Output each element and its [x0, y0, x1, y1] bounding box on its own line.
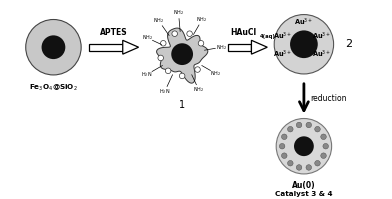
Circle shape [42, 35, 65, 59]
Text: reduction: reduction [310, 94, 347, 103]
Circle shape [276, 118, 332, 174]
Text: NH$_2$: NH$_2$ [193, 86, 204, 95]
Circle shape [315, 126, 320, 132]
Text: NH$_2$: NH$_2$ [173, 8, 184, 17]
Circle shape [172, 31, 178, 36]
Circle shape [296, 122, 302, 128]
Circle shape [171, 43, 193, 65]
Circle shape [321, 153, 326, 158]
Text: NH$_2$: NH$_2$ [153, 17, 164, 25]
Circle shape [187, 31, 192, 36]
Circle shape [281, 134, 287, 139]
Circle shape [198, 40, 204, 46]
Circle shape [26, 20, 81, 75]
Circle shape [321, 134, 326, 139]
Text: 4(aq): 4(aq) [260, 34, 275, 39]
Text: Au$^{3+}$: Au$^{3+}$ [294, 17, 314, 28]
Circle shape [306, 165, 312, 170]
Circle shape [279, 143, 285, 149]
Text: NH$_2$: NH$_2$ [142, 33, 152, 42]
Text: Fe$_3$O$_4$@SiO$_2$: Fe$_3$O$_4$@SiO$_2$ [29, 83, 78, 93]
Text: 1: 1 [179, 100, 185, 110]
Circle shape [195, 67, 200, 72]
Text: Au$^{3+}$: Au$^{3+}$ [312, 49, 331, 60]
Circle shape [290, 30, 318, 58]
Circle shape [158, 55, 163, 61]
Circle shape [323, 143, 328, 149]
Text: NH$_2$: NH$_2$ [196, 15, 207, 24]
Text: NH$_2$: NH$_2$ [216, 43, 227, 52]
Polygon shape [89, 44, 123, 51]
Circle shape [288, 126, 293, 132]
Polygon shape [156, 28, 208, 83]
Circle shape [160, 40, 166, 46]
Circle shape [281, 153, 287, 158]
Circle shape [180, 73, 185, 79]
Text: H$_2$N: H$_2$N [159, 87, 170, 96]
Text: 2: 2 [345, 39, 353, 49]
Text: NH$_2$: NH$_2$ [210, 69, 221, 78]
Circle shape [165, 68, 171, 74]
Circle shape [306, 122, 312, 128]
Circle shape [294, 136, 314, 156]
Text: Au$^{3+}$: Au$^{3+}$ [312, 31, 331, 42]
Polygon shape [251, 40, 267, 54]
Polygon shape [228, 44, 251, 51]
Polygon shape [123, 40, 139, 54]
Text: Au(0): Au(0) [292, 181, 316, 190]
Circle shape [274, 15, 334, 74]
Text: Catalyst 3 & 4: Catalyst 3 & 4 [275, 191, 333, 197]
Text: Au$^{3+}$: Au$^{3+}$ [272, 49, 292, 60]
Text: Au$^{3+}$: Au$^{3+}$ [272, 31, 292, 42]
Circle shape [315, 160, 320, 166]
Circle shape [296, 165, 302, 170]
Text: H$_2$N: H$_2$N [142, 70, 152, 79]
Circle shape [288, 160, 293, 166]
Text: HAuCl: HAuCl [230, 28, 257, 37]
Text: APTES: APTES [100, 28, 128, 37]
